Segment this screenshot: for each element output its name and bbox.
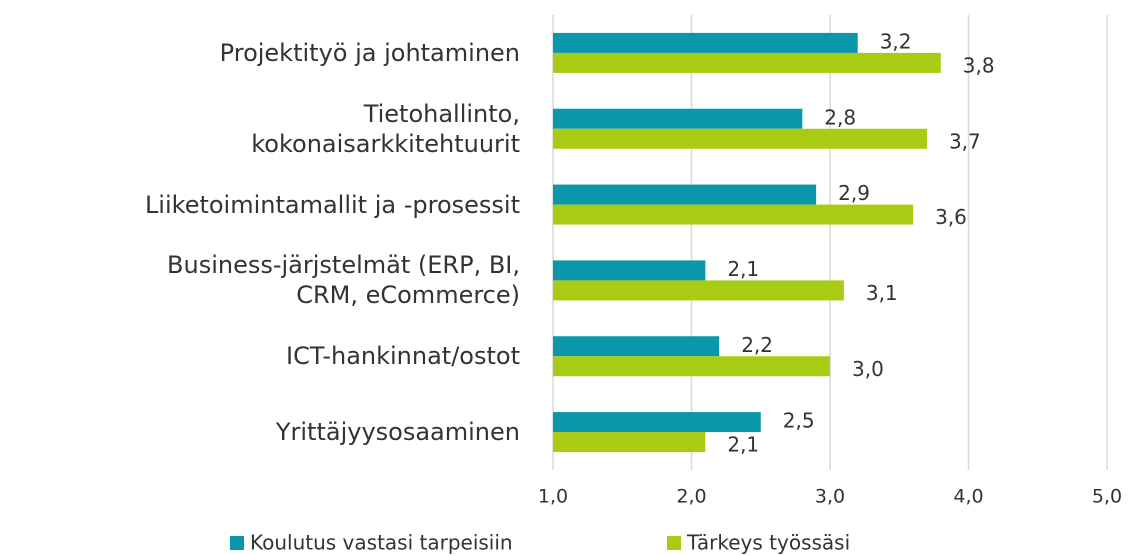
bar [553, 356, 830, 377]
value-label: 3,0 [852, 357, 884, 381]
bar [553, 184, 817, 205]
category-label: Yrittäjyysosaaminen [275, 418, 520, 447]
value-label: 2,2 [741, 333, 773, 357]
legend-swatch [667, 536, 681, 550]
value-label: 2,1 [727, 257, 759, 281]
category-label: ICT-hankinnat/ostot [286, 342, 520, 371]
value-label: 3,1 [866, 281, 898, 305]
x-tick-label: 3,0 [815, 486, 845, 508]
x-tick-label: 5,0 [1092, 486, 1122, 508]
bar [553, 260, 706, 281]
category-label: Liiketoimintamallit ja -prosessit [144, 190, 520, 219]
bar [553, 336, 720, 357]
bar [553, 432, 706, 453]
value-label: 2,8 [824, 105, 856, 129]
value-label: 2,1 [727, 433, 759, 457]
x-tick-label: 4,0 [953, 486, 983, 508]
category-label: Projektityö ja johtaminen [219, 38, 520, 67]
bar [553, 128, 927, 149]
bar [553, 204, 914, 225]
category-label: Business-järjstelmät (ERP, BI, CRM, eCom… [167, 251, 520, 310]
value-label: 2,5 [783, 409, 815, 433]
x-tick-label: 2,0 [676, 486, 706, 508]
category-label: Tietohallinto, kokonaisarkkitehtuurit [251, 99, 520, 158]
legend-swatch [230, 536, 244, 550]
bar [553, 412, 761, 433]
value-label: 3,6 [935, 205, 967, 229]
x-tick-label: 1,0 [538, 486, 568, 508]
bar [553, 52, 941, 73]
bar [553, 280, 844, 301]
value-label: 3,7 [949, 129, 981, 153]
legend-label: Koulutus vastasi tarpeisiin [250, 531, 513, 555]
value-label: 3,8 [963, 53, 995, 77]
legend-label: Tärkeys työssäsi [686, 531, 850, 555]
bar [553, 32, 858, 53]
bar [553, 108, 803, 129]
value-label: 2,9 [838, 181, 870, 205]
value-label: 3,2 [880, 29, 912, 53]
